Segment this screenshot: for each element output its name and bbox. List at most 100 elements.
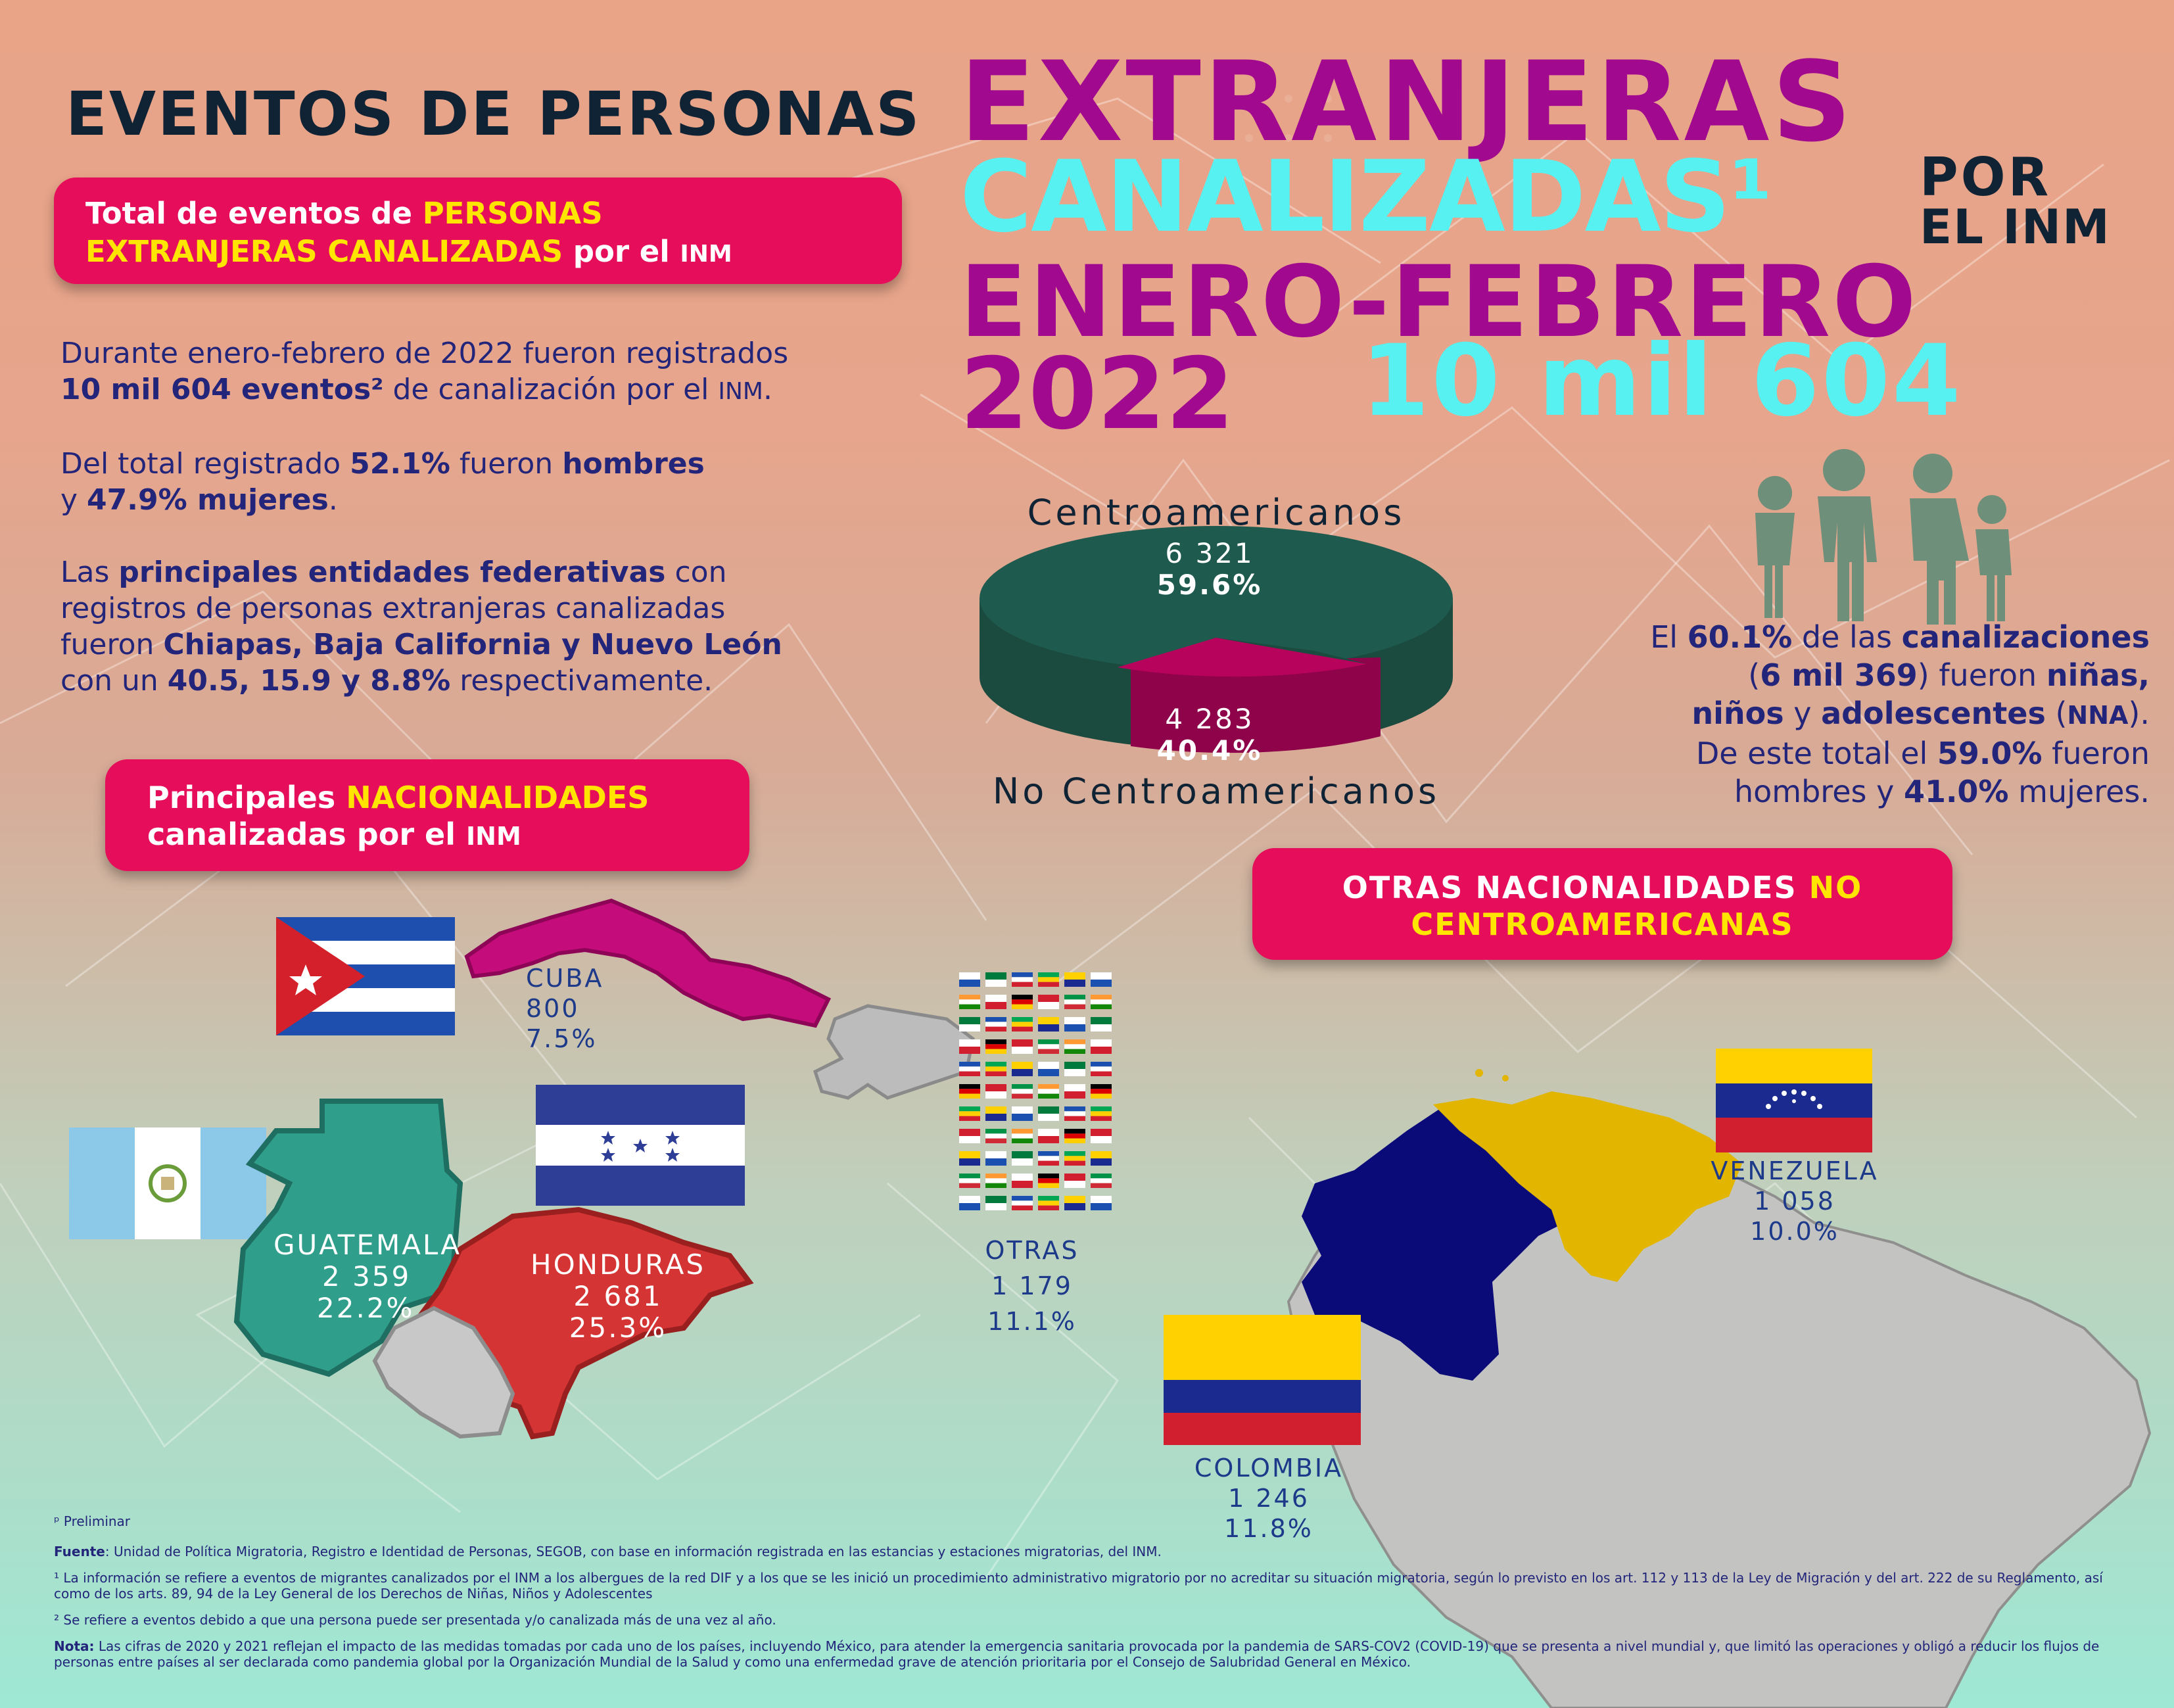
title-line1: EVENTOS DE PERSONAS xyxy=(66,79,922,149)
intro-text: Durante enero-febrero de 2022 fueron reg… xyxy=(60,337,789,698)
footnotes: ᵖ Preliminar Fuente: Unidad de Política … xyxy=(54,1513,2103,1670)
small-flag-icon xyxy=(1091,972,1112,987)
small-flag-icon xyxy=(985,972,1006,987)
small-flag-icon xyxy=(1012,1196,1033,1210)
small-flag-icon xyxy=(959,972,980,987)
small-flag-icon xyxy=(985,1196,1006,1210)
small-flag-icon xyxy=(1038,995,1059,1009)
small-flag-icon xyxy=(1012,1151,1033,1166)
small-flag-icon xyxy=(959,1174,980,1188)
small-flag-icon xyxy=(1038,1039,1059,1054)
small-flag-icon xyxy=(985,1106,1006,1121)
small-flag-icon xyxy=(1012,995,1033,1009)
small-flag-icon xyxy=(1012,1106,1033,1121)
small-flag-icon xyxy=(985,1151,1006,1166)
small-flag-icon xyxy=(985,1129,1006,1143)
otras-pill: OTRAS NACIONALIDADES NO CENTROAMERICANAS xyxy=(1252,848,1952,960)
cuba-flag xyxy=(276,917,455,1035)
nna-text: El 60.1% de las canalizaciones (6 mil 36… xyxy=(1650,619,2150,809)
small-flag-icon xyxy=(1064,1151,1085,1166)
small-flag-icon xyxy=(959,1039,980,1054)
small-flag-icon xyxy=(1064,995,1085,1009)
small-flag-icon xyxy=(985,1174,1006,1188)
cuba-label: CUBA 800 7.5% xyxy=(526,964,604,1053)
small-flag-icon xyxy=(1064,1062,1085,1076)
small-flag-icon xyxy=(1038,1062,1059,1076)
small-flag-icon xyxy=(1091,1084,1112,1099)
small-flag-icon xyxy=(985,1039,1006,1054)
small-flag-icon xyxy=(1091,1196,1112,1210)
small-flag-icon xyxy=(1038,1151,1059,1166)
small-flag-icon xyxy=(1038,1084,1059,1099)
small-flag-icon xyxy=(1091,1151,1112,1166)
venezuela-flag xyxy=(1716,1049,1872,1152)
central-america-map xyxy=(233,1099,754,1440)
small-flag-icon xyxy=(1091,995,1112,1009)
small-flag-icon xyxy=(1038,1106,1059,1121)
honduras-flag xyxy=(536,1085,745,1206)
small-flag-icon xyxy=(1038,972,1059,987)
small-flag-icon xyxy=(1064,1017,1085,1032)
pie-central-value: 6 321 59.6% xyxy=(1156,537,1263,601)
small-flag-icon xyxy=(1091,1039,1112,1054)
title-total: 10 mil 604 xyxy=(1361,324,1963,439)
honduras-label: HONDURAS 2 681 25.3% xyxy=(530,1248,705,1344)
small-flag-icon xyxy=(1064,972,1085,987)
title-period: ENERO-FEBRERO xyxy=(960,245,1918,360)
pie-slice-central xyxy=(980,526,1453,671)
small-flag-icon xyxy=(959,995,980,1009)
title-canalizadas: CANALIZADAS¹ xyxy=(960,140,1772,254)
title-por: POR xyxy=(1920,147,2052,208)
small-flag-icon xyxy=(1012,1129,1033,1143)
south-america-map xyxy=(1287,1069,2152,1708)
pie-bottom-label: No Centroamericanos xyxy=(992,771,1440,812)
small-flag-icon xyxy=(1091,1017,1112,1032)
colombia-label: COLOMBIA 1 246 11.8% xyxy=(1194,1454,1344,1543)
small-flag-icon xyxy=(1012,1084,1033,1099)
venezuela-label: VENEZUELA 1 058 10.0% xyxy=(1711,1156,1879,1246)
colombia-flag xyxy=(1164,1315,1361,1445)
small-flag-icon xyxy=(1064,1106,1085,1121)
other-flags-grid xyxy=(959,972,1112,1210)
pie-other-value: 4 283 40.4% xyxy=(1156,703,1263,767)
small-flag-icon xyxy=(959,1106,980,1121)
cuba-map xyxy=(464,898,832,1028)
small-flag-icon xyxy=(985,1084,1006,1099)
small-flag-icon xyxy=(1012,1017,1033,1032)
small-flag-icon xyxy=(1038,1196,1059,1210)
small-flag-icon xyxy=(985,1017,1006,1032)
small-flag-icon xyxy=(1012,1039,1033,1054)
pie-chart xyxy=(980,526,1453,753)
small-flag-icon xyxy=(1091,1174,1112,1188)
small-flag-icon xyxy=(959,1062,980,1076)
pie-wall-other xyxy=(1131,657,1381,753)
caribbean-island-map xyxy=(813,1004,975,1100)
small-flag-icon xyxy=(1064,1196,1085,1210)
small-flag-icon xyxy=(1091,1062,1112,1076)
small-flag-icon xyxy=(985,1062,1006,1076)
family-icon xyxy=(1755,449,2012,625)
small-flag-icon xyxy=(1064,1129,1085,1143)
small-flag-icon xyxy=(959,1084,980,1099)
small-flag-icon xyxy=(959,1129,980,1143)
otras-label: OTRAS 1 179 11.1% xyxy=(985,1236,1079,1336)
small-flag-icon xyxy=(959,1196,980,1210)
small-flag-icon xyxy=(959,1017,980,1032)
small-flag-icon xyxy=(1012,972,1033,987)
total-pill: Total de eventos de PERSONAS EXTRANJERAS… xyxy=(54,178,902,284)
small-flag-icon xyxy=(1012,1174,1033,1188)
small-flag-icon xyxy=(1064,1039,1085,1054)
title-el-inm: EL INM xyxy=(1920,199,2111,254)
small-flag-icon xyxy=(985,995,1006,1009)
small-flag-icon xyxy=(1091,1106,1112,1121)
small-flag-icon xyxy=(1038,1129,1059,1143)
small-flag-icon xyxy=(1064,1084,1085,1099)
guatemala-flag xyxy=(69,1127,266,1239)
small-flag-icon xyxy=(1091,1129,1112,1143)
title-year: 2022 xyxy=(960,337,1235,452)
small-flag-icon xyxy=(1038,1017,1059,1032)
guatemala-label: GUATEMALA 2 359 22.2% xyxy=(273,1229,462,1324)
small-flag-icon xyxy=(1012,1062,1033,1076)
pie-slice-other xyxy=(1118,638,1367,677)
small-flag-icon xyxy=(1064,1174,1085,1188)
